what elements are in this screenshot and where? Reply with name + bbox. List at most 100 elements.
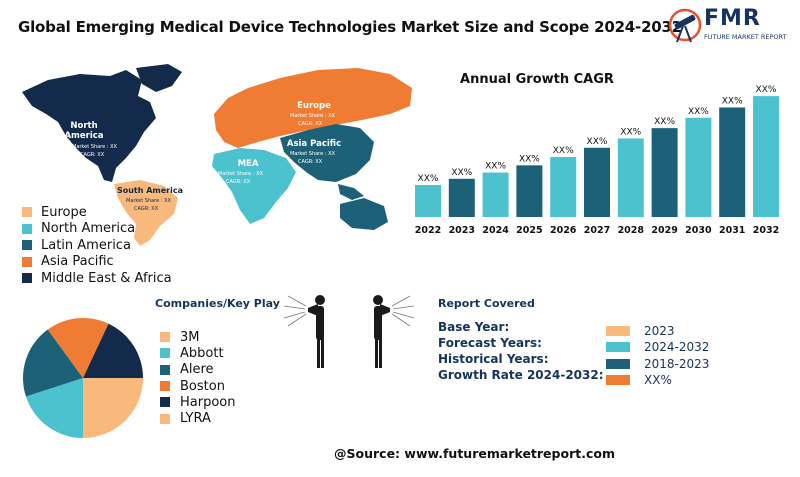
legend-label: Harpoon (180, 394, 236, 410)
x-tick-label: 2022 (415, 225, 441, 236)
x-tick-label: 2031 (719, 225, 745, 236)
bar-2024 (482, 172, 509, 217)
bar-chart-title: Annual Growth CAGR (460, 72, 614, 87)
pie-slice-boston (47, 318, 109, 378)
legend-label: Europe (41, 204, 87, 220)
pie-legend-item: Boston (160, 378, 236, 394)
region-legend-item: North America (22, 221, 172, 238)
bar-2030 (685, 117, 712, 217)
pie-legend-item: Alere (160, 362, 236, 378)
bar-2026 (550, 157, 577, 217)
region-legend: Europe North America Latin America Asia Pac… (22, 204, 172, 287)
region-legend-item: Middle East & Africa (22, 270, 172, 287)
legend-swatch (160, 413, 170, 424)
region-share-asia-pacific: Market Share : XX (290, 151, 335, 157)
region-label-north-america-1: North (70, 121, 97, 131)
report-value: 2018-2023 (644, 356, 710, 371)
region-label-mea: MEA (238, 159, 259, 169)
megaphone-figures-icon (283, 295, 415, 368)
region-label-south-america: South America (117, 186, 183, 195)
report-label-base-year: Base Year: (438, 320, 510, 334)
logo: FMR FUTURE MARKET REPORT (668, 6, 788, 50)
report-labels: Base Year: Forecast Years: Historical Ye… (438, 320, 604, 384)
legend-label: Boston (180, 378, 225, 394)
x-tick-label: 2025 (516, 225, 542, 236)
pie-slice-alere (23, 329, 83, 397)
bar-2025 (516, 165, 543, 217)
bar-2028 (617, 138, 644, 217)
bar-data-label: XX% (553, 146, 574, 156)
report-swatch (606, 342, 630, 353)
region-label-north-america-2: America (64, 131, 103, 141)
report-label-historical-years: Historical Years: (438, 352, 549, 366)
region-cagr-asia-pacific: CAGR: XX (298, 159, 323, 165)
pie-legend-item: Abbott (160, 345, 236, 361)
telescope-logo-icon (668, 8, 702, 43)
bar-data-label: XX% (418, 174, 439, 184)
report-value-item: 2023 (606, 323, 709, 339)
region-cagr-north-america: CAGR: XX (80, 152, 105, 158)
region-share-north-america: Market Share : XX (72, 144, 117, 150)
legend-swatch (22, 207, 32, 218)
bar-2032 (753, 96, 779, 217)
legend-label: Latin America (41, 237, 131, 253)
bar-data-label: XX% (587, 137, 608, 147)
source-text: @Source: www.futuremarketreport.com (334, 446, 615, 461)
x-tick-label: 2030 (685, 225, 712, 236)
map-europe (214, 68, 412, 148)
region-label-asia-pacific: Asia Pacific (287, 139, 341, 149)
region-label-europe: Europe (297, 101, 331, 111)
legend-label: 3M (180, 329, 200, 345)
legend-label: Middle East & Africa (41, 270, 172, 286)
legend-label: North America (41, 221, 136, 237)
report-values: 2023 2024-2032 2018-2023 XX% (606, 323, 709, 388)
legend-swatch (160, 364, 170, 375)
legend-swatch (22, 256, 32, 267)
region-share-south-america: Market Share : XX (126, 198, 171, 204)
bar-data-label: XX% (485, 162, 506, 172)
bar-data-label: XX% (654, 117, 675, 127)
bar-2027 (584, 147, 610, 217)
region-share-europe: Market Share : XX (290, 113, 335, 119)
bar-chart: XX% 2022 XX% 2023 XX% 2024 XX% 2025 XX% 2026 XX% 20… (415, 85, 779, 236)
bar-2031 (719, 107, 746, 217)
pie-legend-item: LYRA (160, 410, 236, 426)
map-greenland (136, 64, 182, 92)
bar-data-label: XX% (722, 96, 743, 106)
legend-swatch (160, 348, 170, 359)
report-value: 2023 (644, 324, 675, 339)
map-north-america (22, 70, 156, 182)
legend-swatch (22, 240, 32, 251)
bar-data-label: XX% (451, 168, 472, 178)
map-southeast-asia (338, 184, 364, 200)
x-tick-label: 2027 (584, 225, 610, 236)
bar-data-label: XX% (756, 85, 777, 95)
x-tick-label: 2024 (482, 225, 509, 236)
logo-text: FMR (704, 6, 761, 31)
pie-legend-item: Harpoon (160, 394, 236, 410)
x-tick-label: 2028 (618, 225, 645, 236)
logo-subtitle: FUTURE MARKET REPORT (704, 33, 787, 41)
legend-swatch (22, 273, 32, 284)
x-tick-label: 2023 (449, 225, 475, 236)
pie-slice-3m (83, 378, 143, 438)
pie-chart (23, 318, 143, 438)
bar-data-label: XX% (620, 127, 641, 137)
legend-label: Abbott (180, 345, 224, 361)
legend-label: Alere (180, 362, 214, 378)
region-cagr-mea: CAGR: XX (226, 179, 251, 185)
region-share-mea: Market Share : XX (218, 171, 263, 177)
map-mea (212, 148, 296, 224)
legend-swatch (160, 381, 170, 392)
report-value-item: 2024-2032 (606, 339, 709, 355)
report-swatch (606, 326, 630, 337)
region-cagr-europe: CAGR: XX (298, 121, 323, 127)
region-cagr-south-america: CAGR: XX (134, 206, 159, 212)
report-label-forecast-years: Forecast Years: (438, 336, 542, 350)
bar-2029 (651, 128, 678, 217)
map-australia (340, 198, 388, 230)
pie-slice-abbott (25, 378, 83, 438)
legend-label: Asia Pacific (41, 254, 114, 270)
report-swatch (606, 375, 630, 386)
report-value: 2024-2032 (644, 340, 710, 355)
